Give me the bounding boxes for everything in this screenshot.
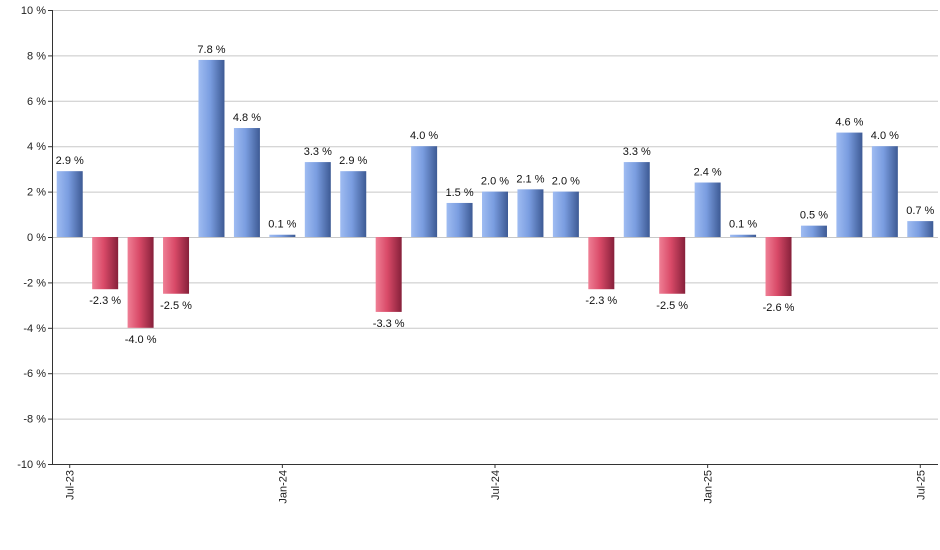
data-label: 2.9 % — [339, 155, 367, 167]
data-label: 3.3 % — [623, 146, 651, 158]
y-axis-tick-labels: 10 % 8 % 6 % 4 % 2 % 0 % -2 % -4 % -6 % -8 % -10 % — [17, 5, 46, 471]
bar-Sep-23 — [127, 237, 154, 328]
y-tick-label: 10 % — [21, 5, 46, 17]
bar-Feb-25 — [730, 234, 757, 237]
bar-Oct-23 — [163, 237, 190, 294]
bar-Apr-25 — [800, 225, 827, 237]
data-label: 2.0 % — [481, 176, 509, 188]
bar-Mar-25 — [765, 237, 792, 297]
data-label: 2.1 % — [516, 173, 544, 185]
bar-Sep-24 — [552, 191, 579, 237]
y-tick-label: 2 % — [27, 187, 46, 199]
bar-Nov-24 — [623, 162, 650, 237]
y-tick-label: 8 % — [27, 50, 46, 62]
data-label: -2.5 % — [160, 300, 192, 312]
data-label: 4.0 % — [871, 130, 899, 142]
x-tick-label: Jul-25 — [915, 470, 927, 500]
bar-Oct-24 — [588, 237, 615, 290]
data-label: 1.5 % — [445, 187, 473, 199]
data-label: -3.3 % — [373, 318, 405, 330]
bar-Dec-23 — [233, 128, 260, 237]
x-tick-label: Jan-24 — [277, 470, 289, 504]
bar-Jun-25 — [871, 146, 898, 237]
data-label: 3.3 % — [304, 146, 332, 158]
x-tick-label: Jul-24 — [490, 470, 502, 500]
bar-May-25 — [836, 132, 863, 237]
data-label: -2.6 % — [763, 302, 795, 314]
data-label: 2.0 % — [552, 176, 580, 188]
bar-Nov-23 — [198, 59, 225, 237]
bar-Feb-24 — [304, 162, 331, 237]
data-label: -4.0 % — [125, 334, 157, 346]
bar-Jun-24 — [446, 202, 473, 237]
data-label: 0.7 % — [906, 205, 934, 217]
x-tick-label: Jan-25 — [703, 470, 715, 504]
bar-May-24 — [411, 146, 438, 237]
bar-Jan-25 — [694, 182, 721, 237]
axes — [48, 10, 938, 468]
bar-Aug-23 — [92, 237, 119, 290]
bar-Jul-25 — [907, 221, 934, 237]
bar-Dec-24 — [659, 237, 686, 294]
data-label: 0.5 % — [800, 210, 828, 222]
data-label: -2.3 % — [89, 295, 121, 307]
bar-Mar-24 — [340, 171, 367, 237]
data-label: 7.8 % — [197, 44, 225, 56]
y-tick-label: -8 % — [23, 414, 46, 426]
y-tick-label: -4 % — [23, 323, 46, 335]
x-axis-tick-labels: Jul-23 Jan-24 Jul-24 Jan-25 Jul-25 — [65, 470, 928, 504]
data-label: 4.8 % — [233, 112, 261, 124]
x-tick-label: Jul-23 — [65, 470, 77, 500]
data-label: 0.1 % — [268, 219, 296, 231]
data-label: -2.5 % — [656, 300, 688, 312]
y-tick-label: 4 % — [27, 141, 46, 153]
bars — [56, 59, 934, 328]
y-tick-label: -6 % — [23, 368, 46, 380]
bar-Jan-24 — [269, 234, 296, 237]
data-label: 0.1 % — [729, 219, 757, 231]
y-tick-label: 6 % — [27, 96, 46, 108]
bar-Aug-24 — [517, 189, 544, 237]
data-label: 4.0 % — [410, 130, 438, 142]
y-tick-label: 0 % — [27, 232, 46, 244]
data-label: -2.3 % — [585, 295, 617, 307]
data-label: 2.4 % — [694, 167, 722, 179]
data-labels: 2.9 % -2.3 % -4.0 % -2.5 % 7.8 % 4.8 % 0.1 % 3.… — [56, 44, 935, 346]
y-tick-label: -10 % — [17, 459, 46, 471]
bar-Jul-23 — [56, 171, 83, 237]
data-label: 2.9 % — [56, 155, 84, 167]
bar-Jul-24 — [482, 191, 508, 237]
y-tick-label: -2 % — [23, 277, 46, 289]
bar-Apr-24 — [375, 237, 402, 312]
data-label: 4.6 % — [835, 117, 863, 129]
